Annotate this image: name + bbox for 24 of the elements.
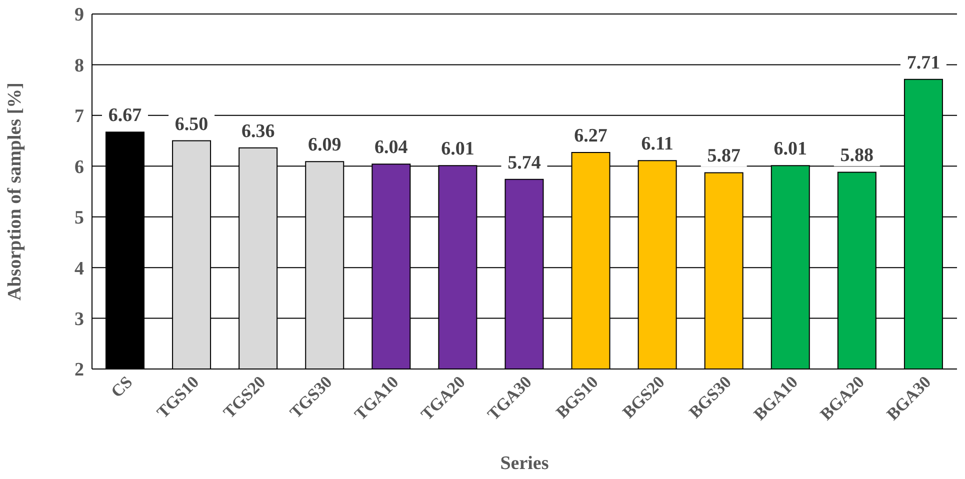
- data-label: 6.01: [441, 138, 474, 160]
- y-tick-label: 7: [74, 106, 84, 128]
- x-axis-title: Series: [500, 453, 549, 474]
- y-tick-label: 9: [74, 4, 84, 26]
- data-label: 7.71: [906, 52, 940, 74]
- y-tick-label: 4: [74, 258, 84, 280]
- y-axis-title: Absorption of samples [%]: [4, 82, 26, 300]
- data-label: 5.88: [840, 145, 874, 166]
- data-label: 6.27: [574, 125, 608, 146]
- data-label: 6.01: [774, 138, 808, 160]
- y-tick-label: 3: [74, 309, 84, 330]
- data-label: 6.11: [641, 134, 674, 155]
- data-label: 5.74: [508, 152, 542, 174]
- y-tick-label: 8: [74, 55, 84, 76]
- y-tick-label: 2: [74, 360, 84, 381]
- data-label: 6.09: [308, 134, 342, 156]
- data-label: 5.87: [707, 146, 741, 167]
- y-tick-label: 6: [74, 156, 84, 178]
- data-label: 6.04: [374, 137, 408, 158]
- data-label: 6.67: [108, 105, 142, 126]
- data-label: 6.50: [174, 114, 208, 135]
- x-tick-label: CS: [107, 372, 136, 402]
- data-label: 6.36: [241, 120, 275, 142]
- y-tick-label: 5: [74, 208, 84, 229]
